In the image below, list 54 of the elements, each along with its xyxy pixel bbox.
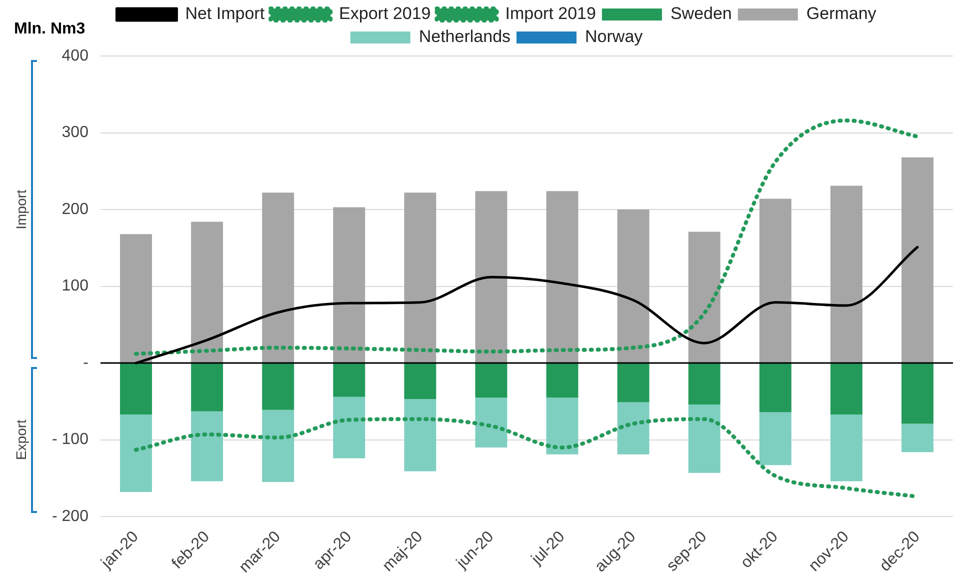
bar [404,364,436,400]
y-tick-label: 200 [62,200,89,218]
bar [262,192,294,363]
bar [901,424,934,452]
bar [191,364,224,412]
bar [120,414,152,492]
bar [617,402,650,454]
bar [120,234,152,363]
bar [546,191,578,363]
legend-label: Netherlands [418,27,511,46]
bar [475,364,508,398]
bar [830,186,862,363]
y-axis-title: Mln. Nm3 [14,20,86,38]
bar [688,364,720,405]
bar [617,210,650,363]
legend-label: Germany [806,4,877,24]
bar [830,364,862,414]
bar [688,232,720,363]
bar [262,364,294,410]
y-tick-label: 100 [62,278,89,295]
bar [617,364,650,402]
bar [404,192,436,363]
bar [688,404,720,473]
bar [333,364,366,397]
y-tick-label: 400 [62,47,89,64]
y-tick-label: - 100 [52,431,89,448]
bar [333,396,366,458]
bar [191,222,224,363]
legend-label: Norway [585,27,644,46]
bar [759,412,792,466]
bar [830,414,862,482]
bar [546,364,578,398]
bar [901,364,934,424]
bar [404,399,436,472]
text: Export [12,419,29,460]
legend-label: Sweden [670,4,732,24]
bar [759,198,792,363]
line-series [134,118,920,356]
y-tick-label: 300 [62,124,89,142]
legend-label: Net Import [185,4,265,24]
y-tick-label: - 200 [52,508,89,525]
bar [901,157,934,363]
bar [333,207,366,363]
text: Import [12,190,29,230]
bar [120,364,152,414]
y-tick-label: - [83,354,88,372]
legend-label: Import 2019 [505,4,596,24]
bar [759,364,792,412]
bar [475,191,508,363]
bar [191,411,224,482]
bar [475,398,508,448]
legend-label: Export 2019 [339,4,431,24]
bar [262,410,294,482]
bar [546,398,578,454]
